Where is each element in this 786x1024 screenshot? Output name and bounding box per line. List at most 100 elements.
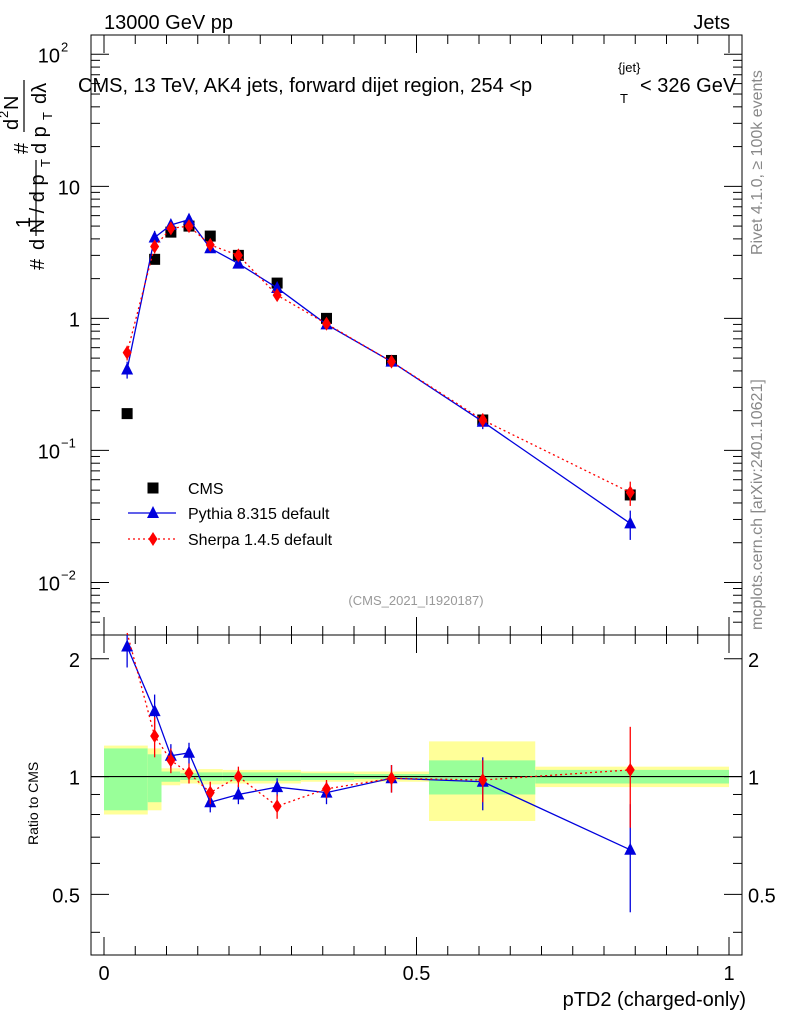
x-tick-label: 0 xyxy=(98,963,109,985)
category-label: Jets xyxy=(693,12,730,34)
ylabel-hash: # xyxy=(27,258,49,270)
legend-markers xyxy=(128,482,176,546)
ratio-band-inner xyxy=(147,754,162,803)
plot-title-sub: T xyxy=(620,91,628,106)
x-tick-label: 1 xyxy=(723,963,734,985)
y-tick-exp: 2 xyxy=(61,39,68,54)
ratio-point xyxy=(624,842,637,855)
ratio-point xyxy=(387,771,396,786)
legend-cms-marker xyxy=(147,482,159,494)
data-point xyxy=(624,516,637,529)
y-tick-label: 10 −1 xyxy=(38,435,76,463)
data-point xyxy=(166,221,176,236)
ratio-series xyxy=(121,632,637,913)
y-tick-exp: −1 xyxy=(61,435,76,450)
ylabel-dpt-dlambda: d p xyxy=(29,126,51,154)
data-point xyxy=(122,345,132,360)
y-tick-label: 1 xyxy=(69,309,80,331)
ratio-tick-label-right: 2 xyxy=(748,650,759,672)
ratio-line xyxy=(126,646,631,851)
legend: CMS Pythia 8.315 default Sherpa 1.4.5 de… xyxy=(128,481,333,549)
ratio-point xyxy=(233,769,243,784)
data-point xyxy=(121,362,134,375)
ratio-point xyxy=(625,762,635,777)
series-line xyxy=(126,218,631,524)
ratio-point xyxy=(121,639,134,652)
ylabel-dlambda: dλ xyxy=(29,83,51,104)
data-point xyxy=(183,212,195,225)
ylabel-d2n: d xyxy=(1,119,23,130)
series-line xyxy=(126,225,631,494)
ratio-ylabel: Ratio to CMS xyxy=(25,762,41,845)
ratio-tick-label-left: 0.5 xyxy=(52,885,80,907)
data-point xyxy=(387,354,396,369)
ratio-point xyxy=(148,704,161,717)
data-point xyxy=(150,239,160,254)
data-point xyxy=(121,408,133,420)
legend-cms: CMS xyxy=(188,481,224,498)
ratio-point xyxy=(184,766,194,781)
main-ylabel: # 1 d N / d p T # d 2 N d p T dλ xyxy=(0,80,55,270)
ratio-point xyxy=(150,728,160,743)
ratio-point xyxy=(478,772,488,787)
data-point xyxy=(271,280,284,293)
data-point xyxy=(149,253,161,265)
ratio-point xyxy=(183,745,195,758)
mcplots-label: mcplots.cern.ch [arXiv:2401.10621] xyxy=(749,379,766,630)
ylabel-one: 1 xyxy=(13,217,35,228)
y-tick-base: 10 xyxy=(58,177,80,199)
y-tick-base: 1 xyxy=(69,309,80,331)
y-tick-exp: −2 xyxy=(61,567,76,582)
ylabel-n: N xyxy=(1,96,23,110)
data-point xyxy=(184,219,194,234)
ratio-point xyxy=(271,780,284,793)
plot-title-sup: {jet} xyxy=(618,60,641,75)
x-tick-label: 0.5 xyxy=(403,963,431,985)
ylabel-t2: T xyxy=(40,112,55,120)
ratio-point xyxy=(205,785,215,800)
ratio-plot-frame xyxy=(90,634,743,956)
data-point xyxy=(205,237,215,252)
y-tick-label: 10 2 xyxy=(38,39,68,67)
ratio-band-inner xyxy=(104,748,148,811)
ylabel-dn-dpt: d N / d p xyxy=(27,174,49,250)
plot-title-end: < 326 GeV xyxy=(640,75,737,97)
legend-sherpa: Sherpa 1.4.5 default xyxy=(188,532,333,549)
plot-title-text: CMS, 13 TeV, AK4 jets, forward dijet reg… xyxy=(78,75,532,97)
ratio-axis-ticks: 0.5 0.5 1 1 2 2 0 0.5 1 xyxy=(52,635,776,985)
ratio-point xyxy=(322,781,331,796)
y-tick-label: 10 −2 xyxy=(38,567,76,595)
data-point xyxy=(272,288,282,303)
ratio-tick-label-left: 1 xyxy=(69,768,80,790)
ratio-tick-label-right: 0.5 xyxy=(748,885,776,907)
ratio-point xyxy=(232,787,245,800)
ylabel-t: T xyxy=(38,159,53,167)
ratio-tick-label-right: 1 xyxy=(748,768,759,790)
y-tick-base: 10 xyxy=(38,45,60,67)
legend-sherpa-marker xyxy=(148,532,158,546)
ratio-point xyxy=(272,799,282,814)
rivet-label: Rivet 4.1.0, ≥ 100k events xyxy=(749,70,766,255)
data-point xyxy=(478,412,488,427)
data-point xyxy=(322,316,331,331)
legend-pythia-marker xyxy=(147,506,159,518)
data-point xyxy=(204,230,216,242)
ratio-tick-label-left: 2 xyxy=(69,650,80,672)
ratio-series-sherpa xyxy=(126,632,635,828)
data-point xyxy=(232,256,245,269)
energy-label: 13000 GeV pp xyxy=(104,12,233,34)
legend-pythia: Pythia 8.315 default xyxy=(188,506,330,523)
y-tick-base: 10 xyxy=(38,441,60,463)
ratio-uncertainty-bands xyxy=(91,741,742,821)
ratio-line xyxy=(126,632,631,807)
data-point xyxy=(233,248,243,263)
y-tick-label: 10 xyxy=(58,177,80,199)
ratio-point xyxy=(166,753,176,768)
plot-title: CMS, 13 TeV, AK4 jets, forward dijet reg… xyxy=(78,60,737,106)
analysis-id: (CMS_2021_I1920187) xyxy=(348,593,483,608)
ylabel-hash2: # xyxy=(11,142,33,154)
x-axis-label: pTD2 (charged-only) xyxy=(563,989,746,1011)
ylabel-two: 2 xyxy=(0,111,11,118)
